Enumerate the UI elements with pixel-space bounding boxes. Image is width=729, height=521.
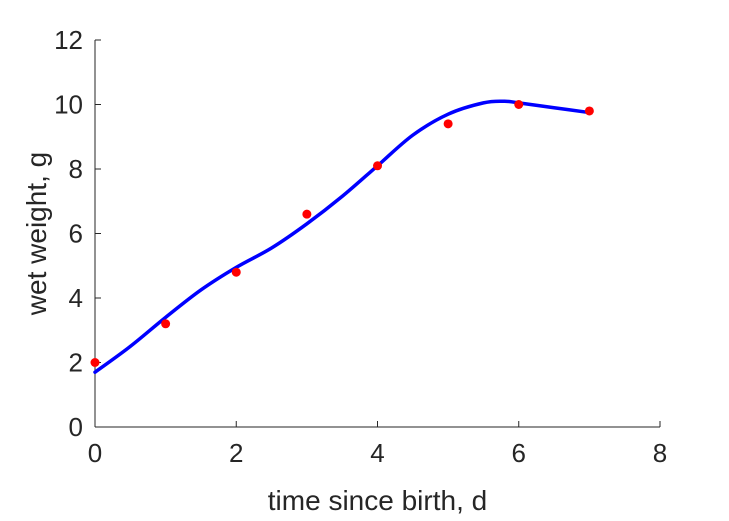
y-tick-label: 2	[69, 348, 83, 378]
data-point	[584, 106, 594, 116]
x-tick-label: 6	[512, 438, 526, 468]
y-tick-label: 4	[69, 283, 83, 313]
ticks: 0 2 4 6 8 0 2 4 6 8 10 12	[54, 25, 667, 468]
data-point	[443, 119, 453, 129]
x-tick-label: 2	[229, 438, 243, 468]
y-tick-label: 12	[54, 25, 83, 55]
data-point	[373, 161, 382, 171]
y-tick-label: 10	[54, 90, 83, 120]
data-point	[161, 319, 171, 329]
x-axis-label: time since birth, d	[268, 485, 487, 516]
axes	[94, 40, 660, 428]
x-tick-label: 4	[370, 438, 384, 468]
fit-curve	[93, 99, 592, 374]
x-tick-label: 0	[88, 438, 102, 468]
y-axis-label: wet weight, g	[21, 152, 52, 316]
data-point	[90, 358, 100, 367]
data-point	[514, 100, 524, 109]
data-point	[302, 209, 312, 219]
y-tick-label: 0	[69, 412, 83, 442]
x-tick-label: 8	[653, 438, 667, 468]
plot-area	[90, 99, 594, 374]
y-tick-label: 8	[69, 154, 83, 184]
data-point	[231, 267, 241, 277]
y-tick-label: 6	[69, 219, 83, 249]
